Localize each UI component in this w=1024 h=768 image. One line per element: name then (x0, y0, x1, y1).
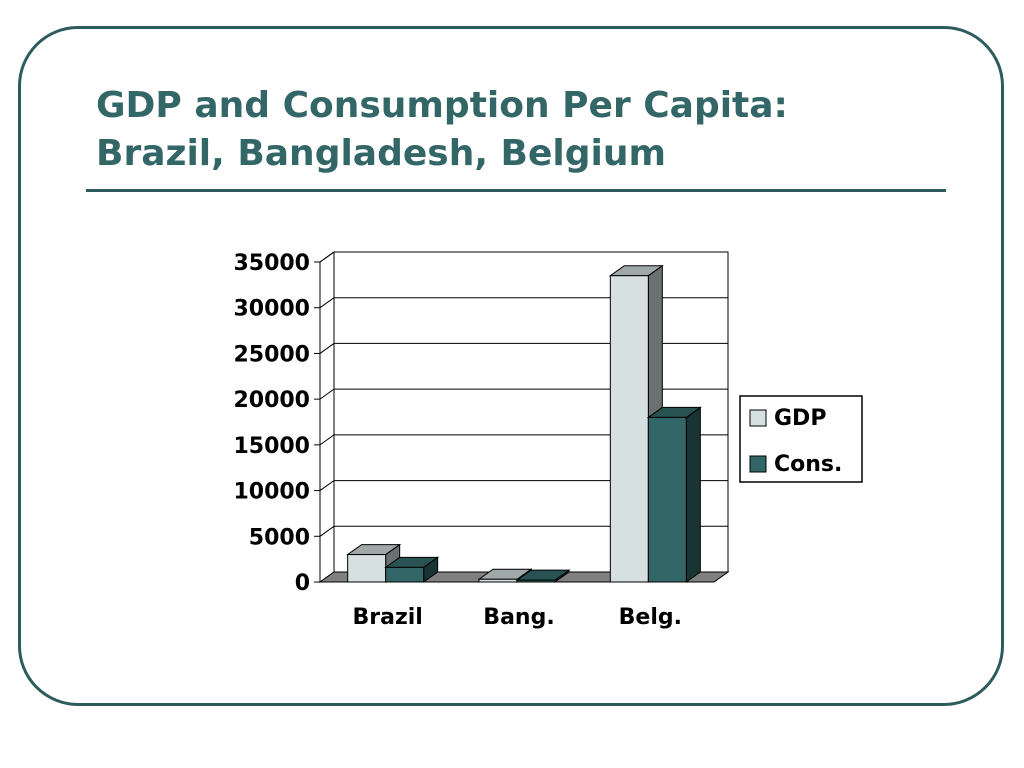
chart-side-wall (319, 251, 335, 583)
y-tick-label: 15000 (233, 434, 310, 459)
gridline (319, 251, 728, 263)
x-category-label: Bang. (483, 605, 554, 630)
y-tick-label: 5000 (249, 525, 310, 550)
x-category-label: Brazil (352, 605, 422, 630)
x-category-label: Belg. (619, 605, 682, 630)
gridline (319, 525, 728, 537)
bar-side (685, 406, 701, 583)
gridline (319, 388, 728, 400)
bar-cons-bang (516, 579, 556, 583)
y-tick-label: 10000 (233, 480, 310, 505)
y-tick-label: 0 (295, 571, 310, 596)
gridline (319, 480, 728, 491)
legend-swatch (749, 455, 767, 473)
title-line-2: Brazil, Bangladesh, Belgium (96, 133, 666, 174)
y-tick-label: 30000 (233, 297, 310, 322)
slide-frame (18, 26, 1004, 706)
gridline (319, 342, 728, 354)
legend-label: GDP (774, 406, 826, 431)
bar-gdp-bang (478, 578, 518, 583)
y-tick-label: 35000 (233, 251, 310, 276)
slide-title: GDP and Consumption Per Capita: Brazil, … (96, 82, 936, 178)
title-line-1: GDP and Consumption Per Capita: (96, 85, 788, 126)
bar-cons-belg (647, 416, 687, 583)
gridline (319, 297, 728, 309)
y-tick-label: 20000 (233, 388, 310, 413)
bar-gdp-brazil (347, 554, 387, 583)
y-tick-label: 25000 (233, 342, 310, 367)
title-divider (86, 189, 946, 192)
bar-cons-brazil (385, 566, 425, 583)
legend-label: Cons. (774, 452, 842, 477)
bar-gdp-belg (609, 275, 649, 583)
gridline (319, 434, 728, 446)
legend-swatch (749, 409, 767, 427)
